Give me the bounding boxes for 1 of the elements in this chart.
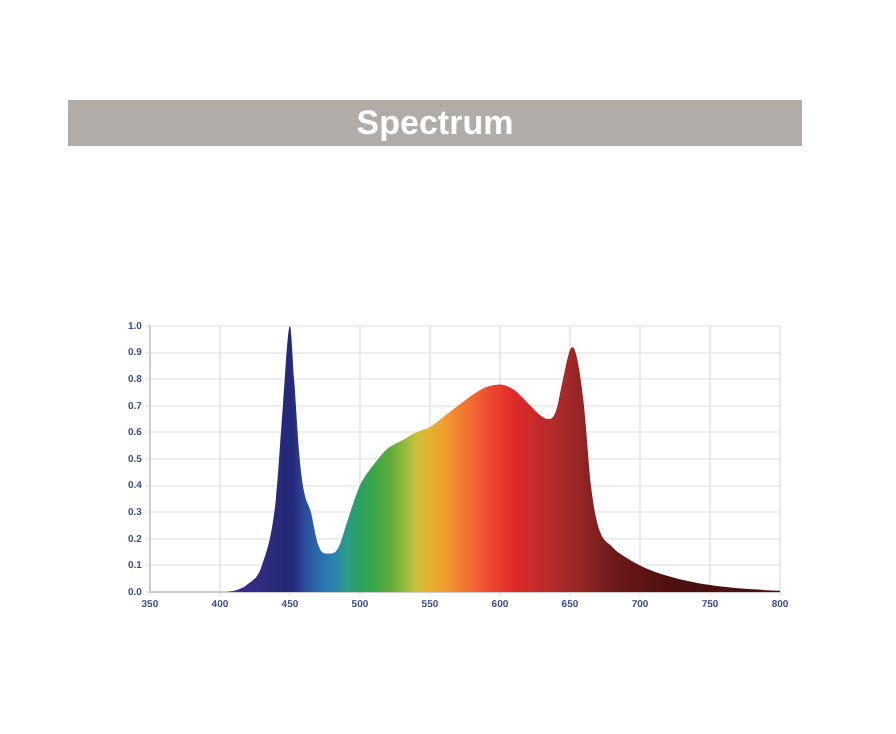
- chart-title: Spectrum: [68, 100, 802, 146]
